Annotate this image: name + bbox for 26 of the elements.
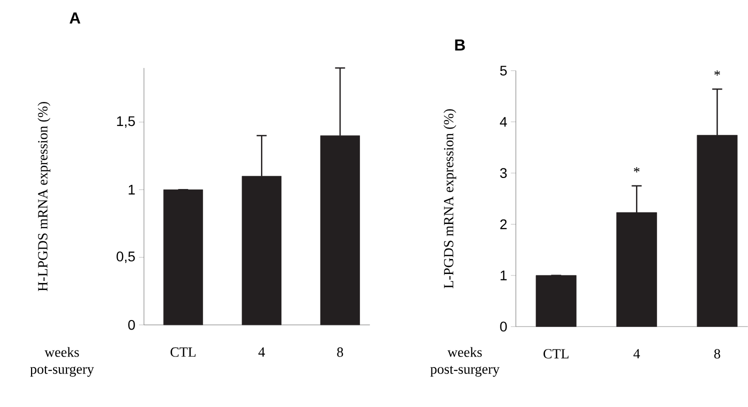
x-tick-label: CTL [544,349,568,359]
bar [536,275,576,327]
y-tick-label: 3 [500,168,507,178]
y-tick-label: 4 [500,117,507,127]
chart-title: B [455,40,465,51]
x-tick-label: 4 [258,347,265,357]
bar [163,190,203,326]
y-tick-label: 5 [500,66,507,76]
x-tick-label: 8 [337,347,344,357]
y-axis-title: H-LPGDS mRNA expression (%) [38,102,50,292]
x-tick-label: 8 [714,349,720,359]
x-tick-label: 4 [633,349,640,358]
y-tick-label: 0 [128,320,135,330]
y-tick-label: 1 [128,184,135,195]
y-tick-label: 0 [500,322,507,332]
annotation: * [634,167,640,172]
y-tick-label: 2 [500,219,507,230]
x-axis-title: weeks pot-surgery [30,347,94,377]
y-axis-title: L-PGDS mRNA expression (%) [444,109,456,288]
y-tick-label: 0,5 [116,252,135,264]
y-tick-label: 1,5 [117,116,135,128]
x-axis-title: weeks post-surgery [430,347,500,377]
x-tick-label: CTL [170,347,196,357]
y-tick-label: 1 [500,270,507,280]
chart-title: A [70,12,80,24]
annotation: * [714,70,720,76]
